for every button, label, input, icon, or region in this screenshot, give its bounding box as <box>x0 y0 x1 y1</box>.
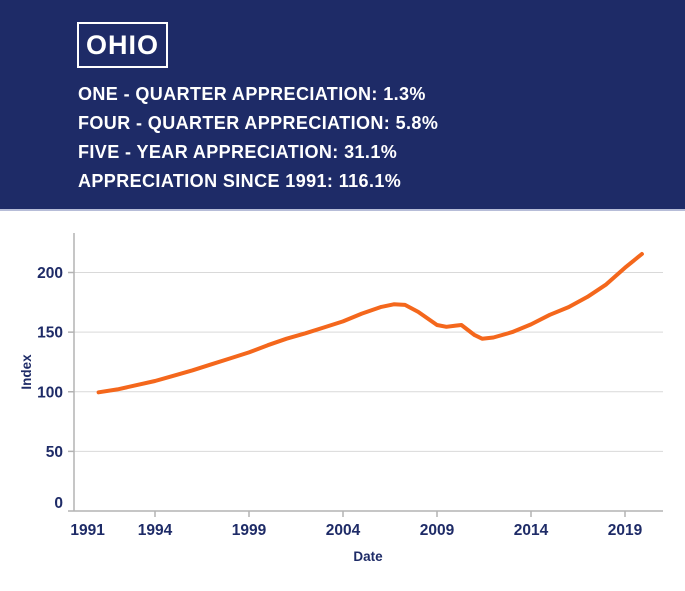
gridlines <box>74 272 663 452</box>
index-line-chart: 0 50 100 150 200 1991 1994 1999 2004 2009 2014 201… <box>0 213 685 591</box>
appreciation-stats: ONE - QUARTER APPRECIATION: 1.3% FOUR - … <box>78 80 638 196</box>
y-tick-label-50: 50 <box>46 444 63 461</box>
index-line-chart-svg: 0 50 100 150 200 1991 1994 1999 2004 2009 2014 201… <box>19 233 663 564</box>
x-axis-title: Date <box>353 549 383 564</box>
stat-five-year-appreciation: FIVE - YEAR APPRECIATION: 31.1% <box>78 142 398 162</box>
x-tick-label-2014: 2014 <box>514 522 549 539</box>
x-tick-label-1991: 1991 <box>70 522 105 539</box>
stat-appreciation-since-1991: APPRECIATION SINCE 1991: 116.1% <box>78 171 402 191</box>
axes <box>68 233 663 517</box>
x-tick-label-1999: 1999 <box>232 522 267 539</box>
price-index-line <box>96 252 644 395</box>
y-axis-title: Index <box>19 354 34 390</box>
state-name-label: OHIO <box>85 29 159 60</box>
series-line-0 <box>96 252 644 395</box>
state-name-box: OHIO <box>77 22 168 68</box>
y-tick-label-150: 150 <box>37 325 63 342</box>
stat-four-quarter-appreciation: FOUR - QUARTER APPRECIATION: 5.8% <box>78 113 439 133</box>
y-tick-label-0: 0 <box>54 495 63 512</box>
x-tick-label-2019: 2019 <box>608 522 643 539</box>
x-tick-label-1994: 1994 <box>138 522 173 539</box>
y-axis-tick-labels: 0 50 100 150 200 <box>37 265 63 512</box>
x-axis-tick-labels: 1991 1994 1999 2004 2009 2014 2019 <box>70 522 642 539</box>
x-tick-label-2004: 2004 <box>326 522 361 539</box>
y-tick-label-100: 100 <box>37 384 63 401</box>
y-tick-label-200: 200 <box>37 265 63 282</box>
report-header: OHIO ONE - QUARTER APPRECIATION: 1.3% FO… <box>0 0 685 211</box>
x-tick-label-2009: 2009 <box>420 522 455 539</box>
stat-one-quarter-appreciation: ONE - QUARTER APPRECIATION: 1.3% <box>78 84 426 104</box>
